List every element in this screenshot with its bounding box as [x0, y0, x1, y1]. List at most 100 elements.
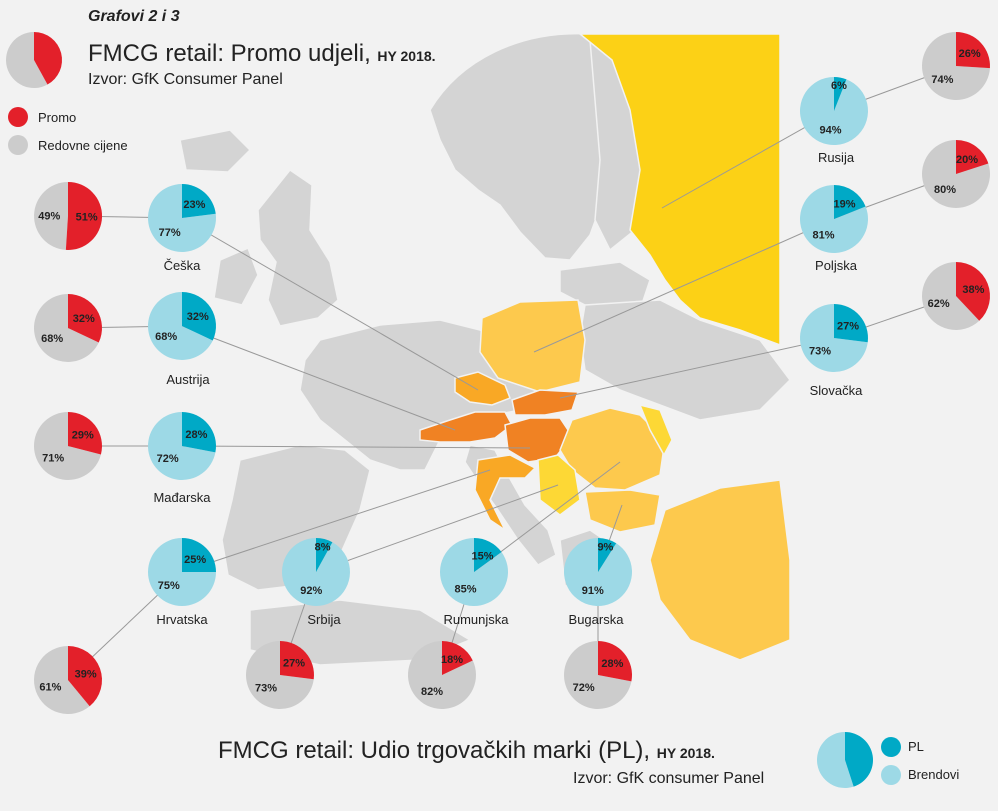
pl-pie-bugarska-slice-main	[598, 538, 617, 572]
pl-pie-slovaka-slice-main	[834, 304, 868, 343]
leader-map-poljska	[533, 218, 835, 353]
pl-pie-srbija-slice-main	[316, 538, 333, 572]
promo-pie-rumunjska-label-rest: 82%	[421, 686, 443, 698]
promo-pie-srbija-label-main: 27%	[283, 658, 305, 670]
promo-pie-rumunjska-label-main: 18%	[441, 654, 463, 666]
map-turkey	[649, 479, 791, 661]
map-russia	[577, 33, 781, 347]
promo-pie-eka-slice-rest	[34, 182, 68, 250]
country-label-rumunjska: Rumunjska	[443, 612, 509, 627]
pl-pie-srbija-label-rest: 92%	[300, 585, 322, 597]
landmass-iceland	[179, 129, 252, 173]
pl-pie-poljska-label-rest: 81%	[812, 230, 834, 242]
map-austria	[419, 411, 513, 443]
pl-pie-bugarska-slice-rest	[564, 538, 633, 606]
pl-pie-eka-label-main: 23%	[183, 199, 205, 211]
promo-pie-srbija-slice-main	[280, 641, 314, 680]
promo-pie-austrija-label-rest: 68%	[41, 333, 63, 345]
pl-pie-slovaka: 27% 73%	[799, 304, 868, 373]
map-romania	[559, 407, 666, 491]
promo-title-main: FMCG retail: Promo udjeli,	[88, 40, 378, 67]
country-label-srbija: Srbija	[307, 612, 341, 627]
pl-legend-icon-slice-main	[845, 732, 873, 787]
leader-map-hrvatska	[181, 469, 491, 573]
pl-pie-poljska-slice-main	[834, 185, 866, 219]
country-label-slovaka: Slovačka	[810, 383, 864, 398]
promo-pie-rusija-label-rest: 74%	[931, 74, 953, 86]
legend-pl-swatch	[881, 737, 901, 757]
country-label-bugarska: Bugarska	[569, 612, 625, 627]
legend-pl-label: PL	[908, 739, 924, 754]
country-label-hrvatska: Hrvatska	[156, 612, 208, 627]
promo-pie-maarska-slice-main	[68, 412, 102, 455]
map-poland	[479, 299, 586, 393]
leader-map-srbija	[315, 484, 559, 573]
legend-brands-swatch	[881, 765, 901, 785]
promo-pie-srbija-slice-rest	[245, 641, 314, 709]
promo-pie-hrvatska-slice-main	[68, 646, 103, 707]
pl-pie-austrija-slice-main	[182, 292, 216, 341]
promo-pie-austrija: 32% 68%	[33, 294, 102, 363]
pl-pie-austrija-label-main: 32%	[187, 311, 209, 323]
country-label-rusija: Rusija	[818, 150, 855, 165]
pl-pie-bugarska-label-main: 9%	[597, 542, 613, 554]
pl-pie-rumunjska-slice-main	[474, 538, 502, 572]
promo-pie-hrvatska-slice-rest	[34, 646, 90, 715]
pl-pie-srbija-label-main: 8%	[315, 541, 331, 553]
pl-pie-rusija: 6% 94%	[799, 76, 868, 145]
pl-pie-rusija-slice-main	[834, 77, 847, 111]
pl-legend-icon-slice-rest	[816, 732, 854, 788]
pl-pie-austrija-label-rest: 68%	[155, 331, 177, 343]
promo-pie-rusija-slice-rest	[921, 31, 990, 100]
pl-pie-poljska: 19% 81%	[799, 185, 868, 254]
legend-regular-swatch	[8, 135, 28, 155]
pl-title-main: FMCG retail: Udio trgovačkih marki (PL),	[218, 737, 657, 764]
country-label-maarska: Mađarska	[153, 490, 211, 505]
pl-pie-hrvatska: 25% 75%	[148, 538, 216, 606]
landmass-ireland	[213, 246, 259, 306]
promo-pie-poljska-label-main: 20%	[956, 154, 978, 166]
pl-pie-bugarska-label-rest: 91%	[582, 585, 604, 597]
pl-pie-maarska: 28% 72%	[148, 412, 217, 481]
promo-pie-rumunjska-slice-main	[442, 641, 473, 675]
promo-pie-rumunjska: 18% 82%	[407, 641, 476, 709]
landmass-scandinavia	[429, 32, 621, 261]
figure-kicker: Grafovi 2 i 3	[88, 8, 180, 25]
pl-pie-eka-slice-rest	[147, 184, 216, 253]
pl-pie-hrvatska-slice-main	[182, 538, 216, 572]
pl-pie-rumunjska-label-rest: 85%	[454, 584, 476, 596]
pl-pie-eka: 23% 77%	[147, 184, 216, 253]
pl-pie-maarska-label-rest: 72%	[157, 453, 179, 465]
landmass-belarus-ukraine	[579, 299, 791, 421]
country-label-poljska: Poljska	[815, 258, 858, 273]
promo-pie-slovaka-slice-rest	[921, 262, 980, 330]
promo-pie-slovaka-slice-main	[956, 262, 990, 321]
promo-pie-eka-slice-main	[65, 181, 103, 250]
pl-pie-maarska-slice-main	[182, 412, 217, 453]
promo-legend-icon-slice-rest	[6, 32, 48, 89]
pl-pie-srbija: 8% 92%	[281, 538, 350, 606]
pl-chart-title: FMCG retail: Udio trgovačkih marki (PL),…	[218, 737, 715, 765]
legend-promo-label: Promo	[38, 110, 77, 125]
pl-pie-austrija-slice-rest	[147, 291, 213, 360]
pl-pie-slovaka-label-main: 27%	[837, 321, 859, 333]
promo-pie-rusija: 26% 74%	[921, 31, 990, 100]
promo-pie-poljska-label-rest: 80%	[934, 184, 956, 196]
pl-pie-poljska-slice-rest	[799, 185, 868, 254]
map-moldova	[638, 403, 673, 457]
promo-pie-hrvatska: 39% 61%	[34, 646, 103, 715]
map-slovakia	[511, 389, 580, 416]
promo-pie-eka-label-main: 51%	[76, 212, 98, 224]
promo-pie-poljska-slice-rest	[922, 140, 991, 208]
promo-pie-hrvatska-label-main: 39%	[75, 669, 97, 681]
pl-pie-rumunjska: 15% 85%	[440, 538, 508, 606]
pl-pie-rusija-slice-rest	[799, 76, 868, 145]
promo-pie-slovaka-label-rest: 62%	[928, 298, 950, 310]
promo-pie-austrija-slice-rest	[33, 294, 99, 363]
pl-pie-rusija-label-rest: 94%	[819, 124, 841, 136]
pl-pie-hrvatska-label-main: 25%	[184, 554, 206, 566]
promo-pie-maarska-label-main: 29%	[72, 430, 94, 442]
promo-pie-bugarska-slice-main	[598, 641, 633, 682]
pl-pie-poljska-label-main: 19%	[833, 199, 855, 211]
